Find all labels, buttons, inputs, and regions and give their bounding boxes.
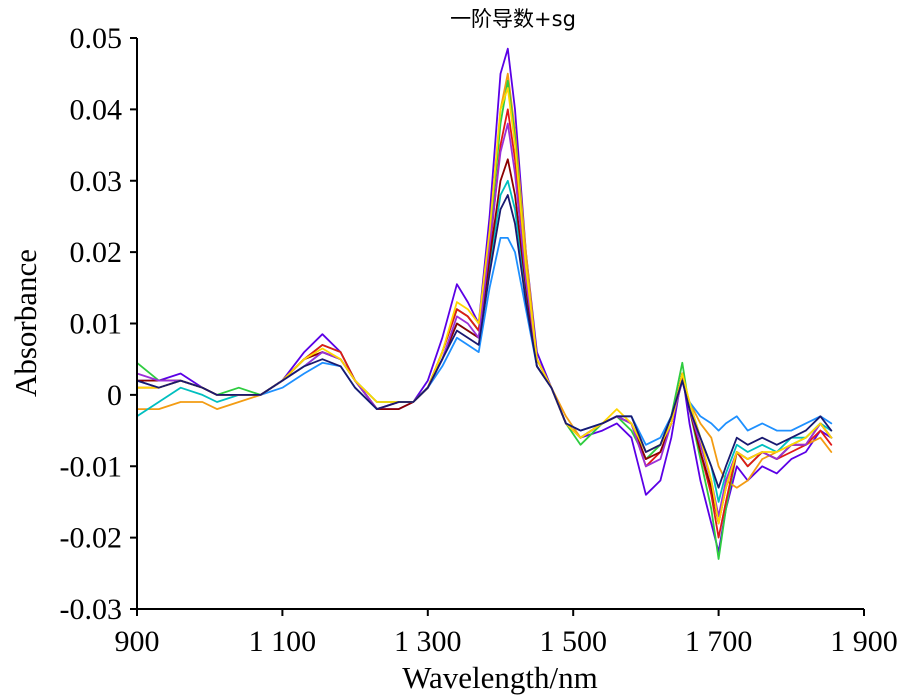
x-axis-title: Wavelength/nm [402, 660, 598, 695]
series-line-10 [136, 194, 833, 489]
y-tick-label: 0.05 [70, 22, 123, 55]
series-layer [136, 47, 833, 560]
y-axis-title: Absorbance [8, 249, 43, 397]
x-tick-label: 1 900 [830, 625, 898, 658]
y-tick-label: 0.03 [70, 165, 123, 198]
x-tick-label: 900 [115, 625, 160, 658]
series-line-9 [136, 87, 833, 525]
x-ticks: 900 1 100 1 300 1 500 1 700 1 900 [115, 609, 898, 658]
x-tick-label: 1 100 [249, 625, 317, 658]
y-tick-label: 0 [107, 379, 122, 412]
y-tick-label: -0.01 [60, 450, 123, 483]
y-tick-label: 0.04 [70, 93, 123, 126]
x-tick-label: 1 500 [539, 625, 607, 658]
y-tick-label: 0.01 [70, 308, 123, 341]
series-line-6 [136, 179, 833, 503]
y-tick-label: -0.03 [60, 593, 123, 626]
y-tick-label: -0.02 [60, 522, 123, 555]
series-line-3 [136, 237, 833, 446]
x-tick-label: 1 300 [394, 625, 462, 658]
y-tick-label: 0.02 [70, 236, 123, 269]
x-tick-label: 1 700 [685, 625, 753, 658]
chart-title: 一阶导数+sg [450, 7, 576, 31]
y-ticks: -0.03 -0.02 -0.01 0 0.01 0.02 0.03 0.04 0.05 [60, 22, 137, 626]
